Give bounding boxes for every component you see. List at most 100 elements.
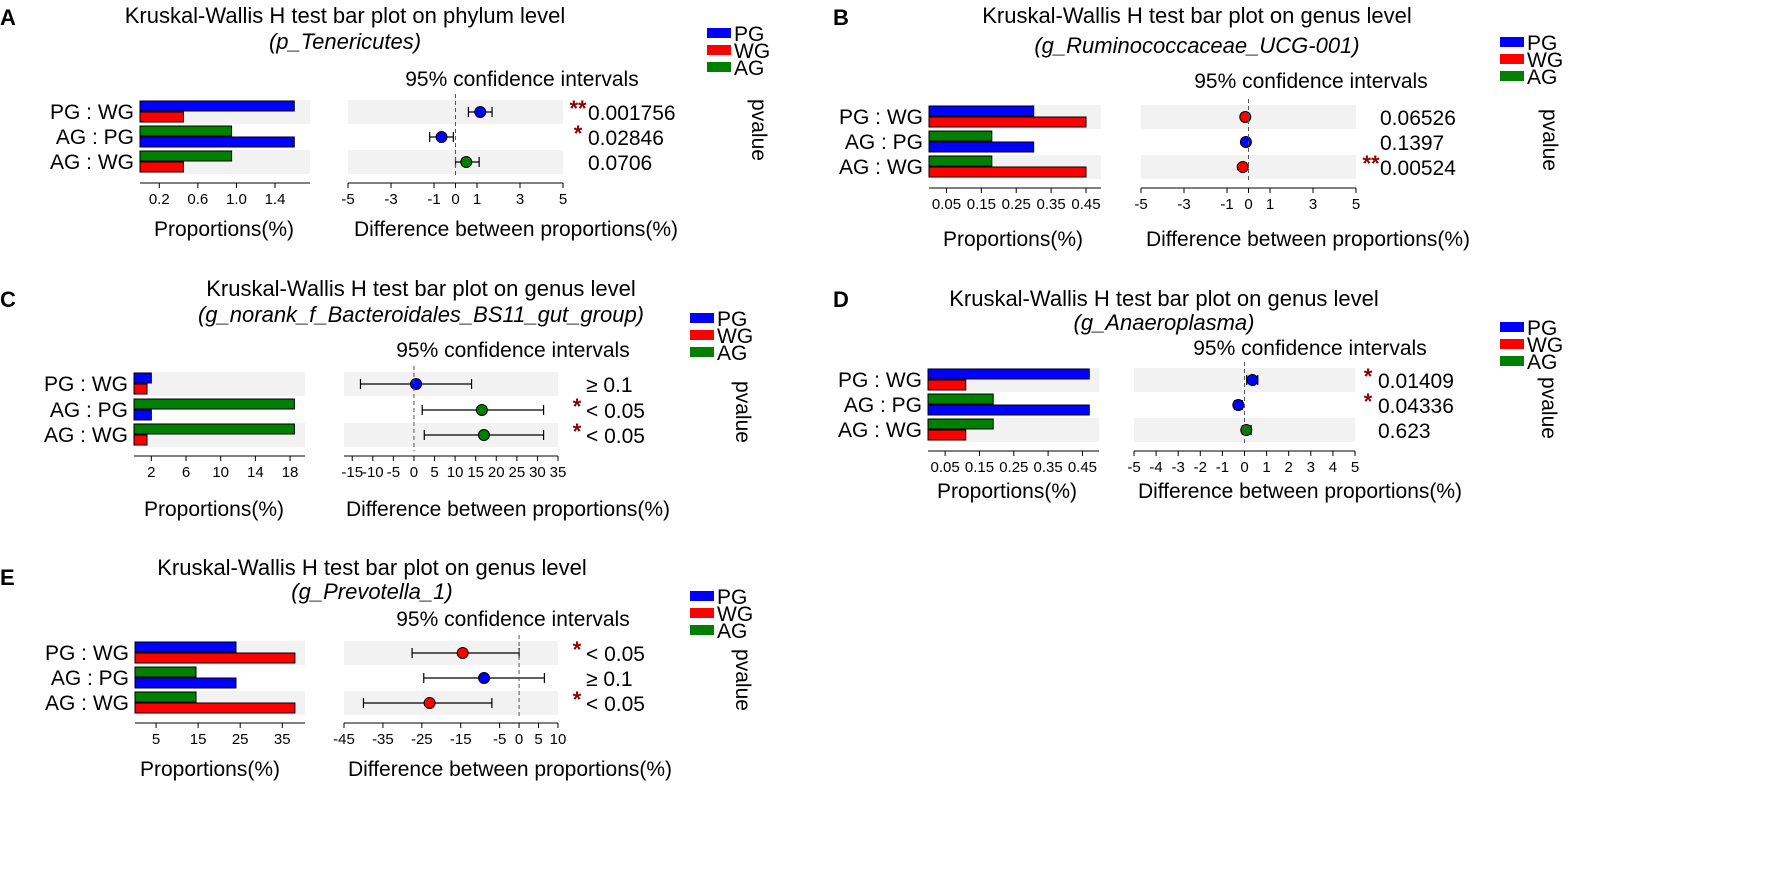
row-label: AG : PG bbox=[56, 126, 134, 149]
pvalue-text: 0.02846 bbox=[588, 127, 664, 150]
chart-subtitle: (g_Anaeroplasma) bbox=[1074, 310, 1255, 335]
x-axis-label-difference: Difference between proportions(%) bbox=[1138, 480, 1462, 503]
significance-stars: ** bbox=[569, 96, 587, 121]
bar-pg-wg-wg bbox=[134, 652, 296, 664]
diff-tick-label: 5 bbox=[559, 191, 567, 208]
chart-title: Kruskal-Wallis H test bar plot on genus … bbox=[949, 286, 1379, 311]
ci-point bbox=[1240, 424, 1253, 436]
bar-pg-wg-pg bbox=[139, 100, 295, 112]
diff-tick-label: -5 bbox=[387, 464, 400, 481]
row-band-left bbox=[134, 372, 305, 396]
diff-tick-label: 0 bbox=[515, 731, 523, 748]
x-axis-label-difference: Difference between proportions(%) bbox=[346, 498, 670, 521]
chart-title: Kruskal-Wallis H test bar plot on genus … bbox=[206, 276, 636, 301]
x-axis-label-proportions: Proportions(%) bbox=[144, 498, 284, 521]
ci-title: 95% confidence intervals bbox=[396, 608, 629, 631]
significance-stars: * bbox=[573, 687, 582, 712]
diff-tick-label: 0 bbox=[1240, 459, 1248, 476]
panel-letter: B bbox=[833, 5, 849, 30]
x-axis-label-proportions: Proportions(%) bbox=[943, 228, 1083, 251]
prop-tick-label: 0.6 bbox=[187, 191, 208, 208]
prop-tick-label: 0.15 bbox=[967, 196, 996, 213]
legend-label-pg: PG bbox=[734, 23, 764, 46]
diff-tick-label: 1 bbox=[1262, 459, 1270, 476]
diff-tick-label: -1 bbox=[1220, 196, 1233, 213]
diff-tick-label: -5 bbox=[1127, 459, 1140, 476]
ci-point bbox=[1236, 161, 1249, 173]
x-axis-label-proportions: Proportions(%) bbox=[140, 758, 280, 781]
chart-subtitle: (g_norank_f_Bacteroidales_BS11_gut_group… bbox=[198, 302, 644, 327]
ci-point bbox=[460, 156, 473, 168]
diff-tick-label: -5 bbox=[493, 731, 506, 748]
diff-tick-label: -2 bbox=[1194, 459, 1207, 476]
bar-ag-wg-wg bbox=[927, 429, 967, 441]
pvalue-text: 0.06526 bbox=[1380, 107, 1456, 130]
legend-swatch-wg bbox=[690, 608, 714, 618]
legend-swatch-wg bbox=[707, 45, 731, 55]
diff-tick-label: 0 bbox=[410, 464, 418, 481]
ci-point bbox=[423, 697, 436, 709]
panel-e: E Kruskal-Wallis H test bar plot on genus… bbox=[0, 555, 754, 781]
diff-tick-label: 1 bbox=[1266, 196, 1274, 213]
legend-label-ag: AG bbox=[1527, 66, 1557, 89]
chart-title: Kruskal-Wallis H test bar plot on genus … bbox=[157, 555, 587, 580]
diff-tick-label: 3 bbox=[516, 191, 524, 208]
panel-letter: D bbox=[833, 287, 849, 312]
diff-tick-label: 10 bbox=[447, 464, 464, 481]
ci-point bbox=[1232, 399, 1245, 411]
bar-ag-pg-ag bbox=[133, 398, 295, 410]
row-label: AG : PG bbox=[844, 394, 922, 417]
bar-ag-pg-pg bbox=[927, 404, 1090, 416]
bar-ag-wg-ag bbox=[927, 418, 994, 430]
pvalue-text: < 0.05 bbox=[586, 400, 645, 423]
prop-tick-label: 0.35 bbox=[1034, 459, 1063, 476]
significance-stars: * bbox=[1364, 364, 1373, 389]
bar-ag-wg-wg bbox=[928, 166, 1087, 178]
row-label: PG : WG bbox=[839, 106, 923, 129]
bar-pg-wg-wg bbox=[928, 116, 1087, 128]
diff-tick-label: 35 bbox=[550, 464, 567, 481]
prop-tick-label: 1.0 bbox=[226, 191, 247, 208]
prop-tick-label: 0.15 bbox=[965, 459, 994, 476]
diff-tick-label: -35 bbox=[372, 731, 394, 748]
significance-stars: ** bbox=[1362, 151, 1380, 176]
bar-pg-wg-pg bbox=[133, 372, 152, 384]
ci-point bbox=[475, 404, 488, 416]
bar-ag-pg-ag bbox=[139, 125, 233, 137]
pvalue-text: ≥ 0.1 bbox=[586, 668, 633, 691]
bar-pg-wg-wg bbox=[133, 383, 148, 395]
bar-ag-wg-ag bbox=[134, 691, 197, 703]
x-axis-label-difference: Difference between proportions(%) bbox=[348, 758, 672, 781]
pvalue-text: < 0.05 bbox=[586, 693, 645, 716]
diff-tick-label: -5 bbox=[341, 191, 354, 208]
significance-stars: * bbox=[574, 121, 583, 146]
panel-letter: E bbox=[0, 565, 15, 590]
row-label: PG : WG bbox=[44, 373, 128, 396]
bar-ag-wg-ag bbox=[133, 423, 295, 435]
ci-point bbox=[477, 429, 490, 441]
legend-swatch-ag bbox=[1500, 356, 1524, 366]
pvalue-axis-label: pvalue bbox=[1538, 109, 1561, 171]
prop-tick-label: 10 bbox=[212, 464, 229, 481]
bar-ag-pg-ag bbox=[928, 130, 993, 142]
pvalue-axis-label: pvalue bbox=[1537, 377, 1560, 439]
prop-tick-label: 6 bbox=[182, 464, 190, 481]
prop-tick-label: 2 bbox=[147, 464, 155, 481]
prop-tick-label: 18 bbox=[282, 464, 299, 481]
diff-tick-label: -10 bbox=[362, 464, 384, 481]
bar-ag-pg-pg bbox=[928, 141, 1035, 153]
panel-letter: C bbox=[0, 287, 16, 312]
prop-tick-label: 0.05 bbox=[931, 459, 960, 476]
diff-tick-label: 3 bbox=[1309, 196, 1317, 213]
diff-tick-label: 20 bbox=[488, 464, 505, 481]
ci-point bbox=[1246, 374, 1259, 386]
bar-ag-pg-pg bbox=[133, 409, 152, 421]
pvalue-text: < 0.05 bbox=[586, 425, 645, 448]
legend-swatch-ag bbox=[1500, 71, 1524, 81]
pvalue-text: 0.0706 bbox=[588, 152, 652, 175]
legend-swatch-pg bbox=[1500, 37, 1524, 47]
pvalue-text: 0.1397 bbox=[1380, 132, 1444, 155]
